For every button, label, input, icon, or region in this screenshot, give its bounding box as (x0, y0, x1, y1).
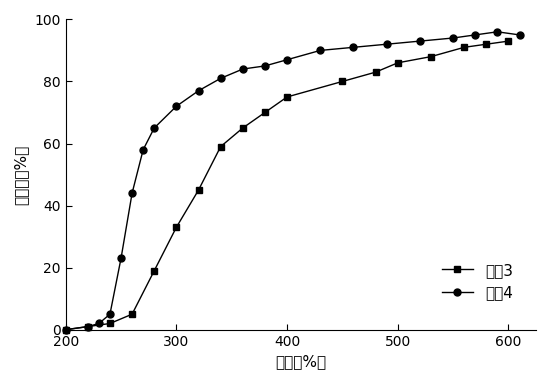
实例3 (62, 327, 69, 332)
实例3 (151, 268, 157, 273)
实例3 (239, 126, 246, 130)
实例3 (85, 324, 91, 329)
Line: 实例4: 实例4 (62, 28, 523, 333)
实例4 (516, 33, 523, 37)
实例3 (129, 312, 135, 316)
实例4 (494, 29, 501, 34)
实例3 (428, 54, 435, 59)
X-axis label: 温度（%）: 温度（%） (276, 354, 327, 369)
实例4 (416, 39, 423, 43)
实例3 (173, 225, 180, 229)
实例3 (262, 110, 268, 115)
实例3 (284, 95, 290, 99)
实例4 (151, 126, 157, 130)
Y-axis label: 转化率（%）: 转化率（%） (14, 144, 29, 205)
实例4 (173, 104, 180, 108)
实例4 (195, 88, 202, 93)
实例4 (129, 191, 135, 195)
实例4 (317, 48, 323, 53)
实例4 (107, 312, 113, 316)
实例4 (284, 57, 290, 62)
实例4 (472, 33, 478, 37)
实例3 (195, 188, 202, 192)
实例4 (217, 76, 224, 81)
实例3 (394, 61, 401, 65)
实例3 (505, 39, 512, 43)
实例4 (85, 324, 91, 329)
实例3 (461, 45, 468, 50)
实例4 (383, 42, 390, 46)
Line: 实例3: 实例3 (62, 38, 512, 333)
实例4 (96, 321, 102, 326)
实例3 (339, 79, 346, 84)
Legend: 实例3, 实例4: 实例3, 实例4 (436, 257, 519, 306)
实例4 (140, 147, 146, 152)
实例4 (450, 36, 456, 40)
实例4 (62, 327, 69, 332)
实例4 (118, 256, 124, 260)
实例3 (107, 321, 113, 326)
实例3 (483, 42, 490, 46)
实例4 (262, 64, 268, 68)
实例4 (239, 67, 246, 71)
实例3 (372, 70, 379, 74)
实例3 (217, 144, 224, 149)
实例4 (350, 45, 357, 50)
